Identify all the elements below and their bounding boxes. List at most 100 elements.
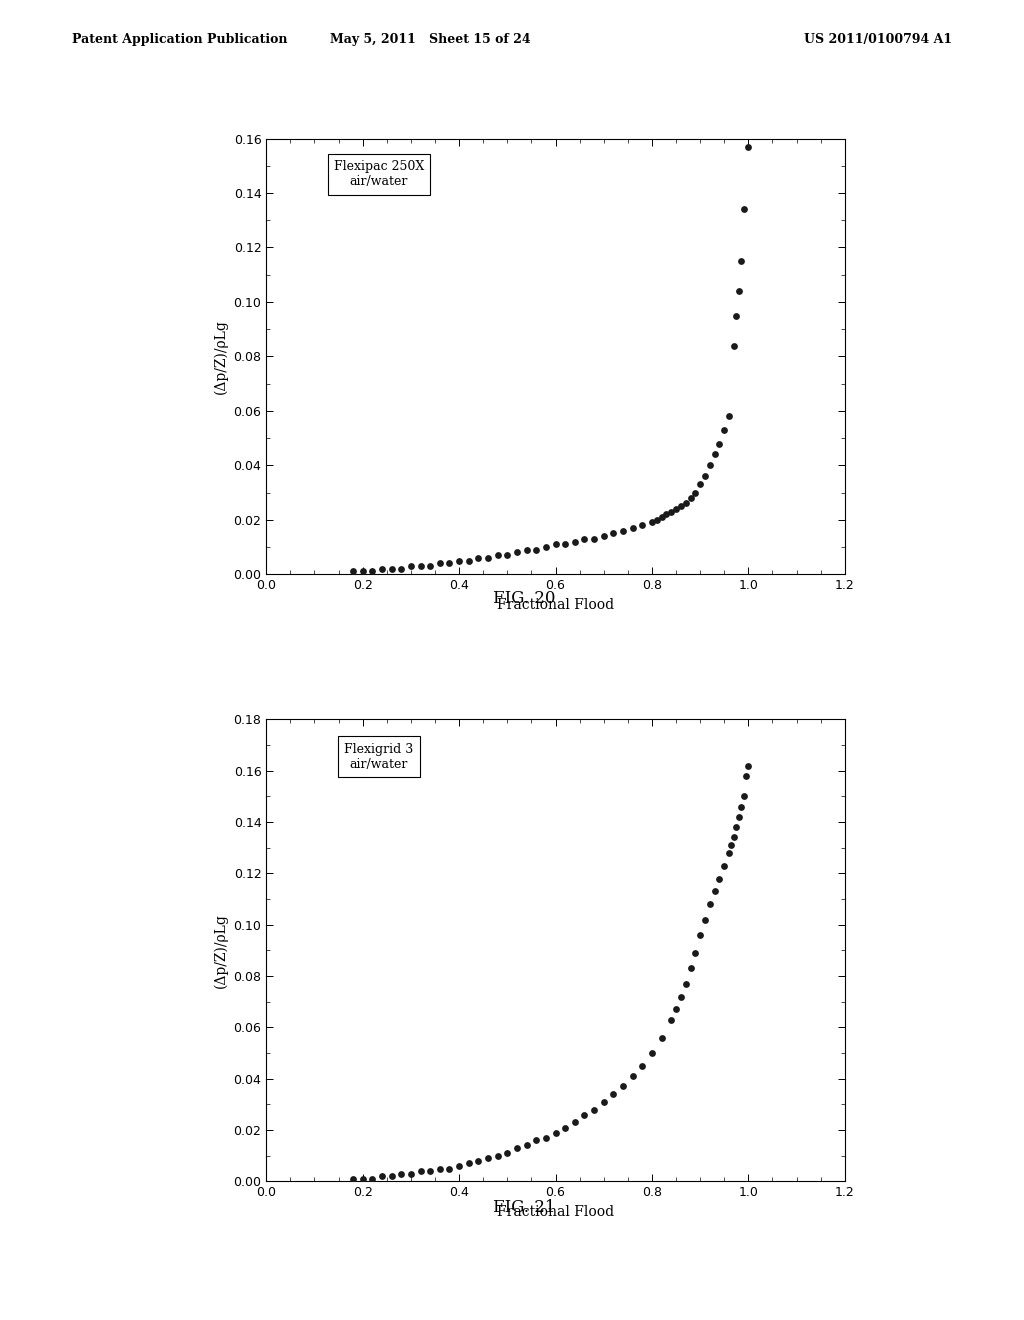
X-axis label: Fractional Flood: Fractional Flood [497, 598, 614, 611]
Point [678, 973, 694, 994]
Point [528, 1130, 545, 1151]
Point [721, 405, 737, 426]
Point [528, 539, 545, 560]
Point [726, 826, 742, 847]
Point [634, 515, 650, 536]
Text: Flexigrid 3
air/water: Flexigrid 3 air/water [344, 743, 414, 771]
Point [383, 558, 399, 579]
Point [422, 556, 438, 577]
Point [668, 499, 684, 520]
Point [735, 785, 752, 807]
Point [470, 548, 486, 569]
Point [678, 492, 694, 513]
Point [716, 855, 732, 876]
Point [518, 1135, 535, 1156]
Point [634, 1056, 650, 1077]
Point [451, 550, 467, 572]
Point [470, 1150, 486, 1171]
Point [728, 305, 744, 326]
Point [461, 550, 477, 572]
Point [557, 1117, 573, 1138]
Text: FIG. 21: FIG. 21 [493, 1199, 556, 1216]
Point [566, 1111, 583, 1133]
Point [733, 251, 750, 272]
Point [707, 880, 723, 902]
Point [577, 528, 593, 549]
Point [605, 523, 622, 544]
Point [687, 942, 703, 964]
Point [480, 1147, 497, 1170]
Point [737, 766, 754, 787]
Point [441, 1158, 458, 1179]
Point [740, 136, 757, 157]
Point [625, 1065, 641, 1086]
Point [692, 924, 709, 945]
Point [723, 834, 739, 855]
Y-axis label: (Δp/Z)/ρLg: (Δp/Z)/ρLg [213, 913, 227, 987]
Text: FIG. 20: FIG. 20 [493, 590, 556, 607]
Point [345, 561, 361, 582]
Text: May 5, 2011   Sheet 15 of 24: May 5, 2011 Sheet 15 of 24 [330, 33, 530, 46]
X-axis label: Fractional Flood: Fractional Flood [497, 1205, 614, 1218]
Point [538, 536, 554, 557]
Point [658, 504, 675, 525]
Point [413, 1160, 429, 1181]
Point [383, 1166, 399, 1187]
Point [374, 558, 390, 579]
Point [374, 1166, 390, 1187]
Point [509, 543, 525, 564]
Point [664, 502, 680, 523]
Point [509, 1138, 525, 1159]
Point [726, 335, 742, 356]
Text: US 2011/0100794 A1: US 2011/0100794 A1 [804, 33, 952, 46]
Y-axis label: (Δp/Z)/ρLg: (Δp/Z)/ρLg [213, 319, 227, 393]
Point [566, 531, 583, 552]
Point [740, 755, 757, 776]
Point [653, 507, 670, 528]
Point [682, 487, 698, 508]
Point [605, 1084, 622, 1105]
Point [547, 533, 563, 554]
Point [614, 1076, 631, 1097]
Point [402, 1163, 419, 1184]
Point [664, 1010, 680, 1031]
Point [733, 796, 750, 817]
Point [441, 553, 458, 574]
Point [586, 1100, 602, 1121]
Point [644, 512, 660, 533]
Point [596, 525, 612, 546]
Point [721, 842, 737, 863]
Point [682, 958, 698, 979]
Point [625, 517, 641, 539]
Point [413, 556, 429, 577]
Point [557, 533, 573, 554]
Point [547, 1122, 563, 1143]
Point [489, 545, 506, 566]
Point [648, 510, 665, 531]
Point [345, 1168, 361, 1189]
Point [432, 553, 449, 574]
Point [432, 1158, 449, 1179]
Point [402, 556, 419, 577]
Point [451, 1155, 467, 1176]
Point [614, 520, 631, 541]
Point [538, 1127, 554, 1148]
Point [518, 539, 535, 560]
Point [365, 1168, 381, 1189]
Point [716, 420, 732, 441]
Point [422, 1160, 438, 1181]
Point [499, 1143, 515, 1164]
Point [701, 454, 718, 475]
Point [735, 199, 752, 220]
Point [687, 482, 703, 503]
Text: Flexipac 250X
air/water: Flexipac 250X air/water [334, 160, 424, 189]
Point [577, 1104, 593, 1125]
Point [480, 548, 497, 569]
Point [489, 1146, 506, 1167]
Point [354, 561, 371, 582]
Point [730, 807, 746, 828]
Point [461, 1152, 477, 1173]
Point [730, 280, 746, 301]
Point [712, 869, 728, 890]
Point [728, 817, 744, 838]
